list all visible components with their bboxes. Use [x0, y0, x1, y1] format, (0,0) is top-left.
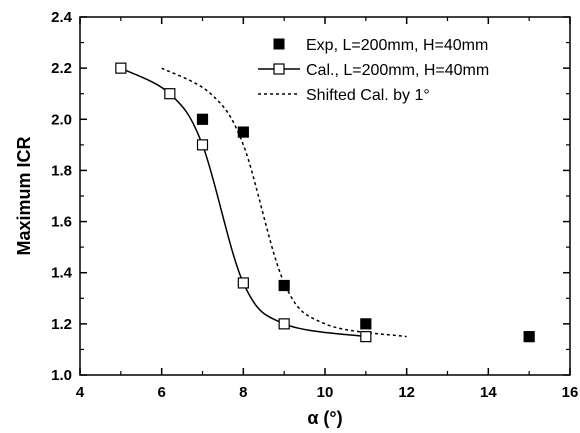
y-tick-label: 1.0	[51, 367, 72, 384]
markers	[115, 62, 535, 343]
x-tick-label: 6	[157, 384, 165, 401]
y-tick-label: 1.8	[51, 162, 72, 179]
tick-labels: 4 6 8 10 12 14 16 1.0 1.2 1.4 1.6 1.8 2.0 2.2 2.4	[51, 9, 578, 401]
x-tick-label: 8	[239, 384, 247, 401]
series-curve	[120, 67, 366, 338]
exp-point	[523, 331, 535, 343]
legend: Exp, L=200mm, H=40mm Cal., L=200mm, H=40m…	[258, 37, 489, 104]
cal-point	[237, 277, 249, 289]
x-tick-label: 10	[317, 384, 334, 401]
exp-point	[196, 113, 209, 125]
plot-frame	[79, 16, 571, 376]
y-tick-label: 1.4	[51, 265, 73, 282]
y-tick-label: 1.2	[51, 316, 72, 333]
curves	[120, 67, 407, 338]
legend-marker-filled	[273, 38, 285, 50]
cal-point	[164, 88, 176, 100]
legend-label: Shifted Cal. by 1°	[306, 87, 430, 104]
legend-label: Exp, L=200mm, H=40mm	[306, 37, 488, 54]
cal-point	[196, 139, 209, 151]
x-tick-label: 4	[76, 384, 85, 401]
legend-label: Cal., L=200mm, H=40mm	[306, 62, 489, 79]
y-tick-label: 2.0	[51, 111, 72, 128]
y-axis-title: Maximum ICR	[14, 136, 34, 255]
y-tick-label: 2.4	[51, 9, 73, 26]
y-tick-label: 2.2	[51, 60, 72, 77]
exp-point	[278, 279, 290, 292]
x-tick-label: 16	[562, 384, 579, 401]
cal-point	[360, 331, 372, 343]
x-axis-title: α (°)	[307, 408, 342, 428]
cal-point	[115, 62, 127, 74]
x-tick-label: 14	[480, 384, 497, 401]
series-curve	[161, 67, 407, 338]
y-tick-label: 1.6	[51, 214, 72, 231]
exp-point	[237, 126, 249, 138]
cal-point	[278, 318, 290, 330]
exp-point	[360, 318, 372, 330]
legend-marker-open	[273, 63, 285, 75]
x-tick-label: 12	[398, 384, 415, 401]
